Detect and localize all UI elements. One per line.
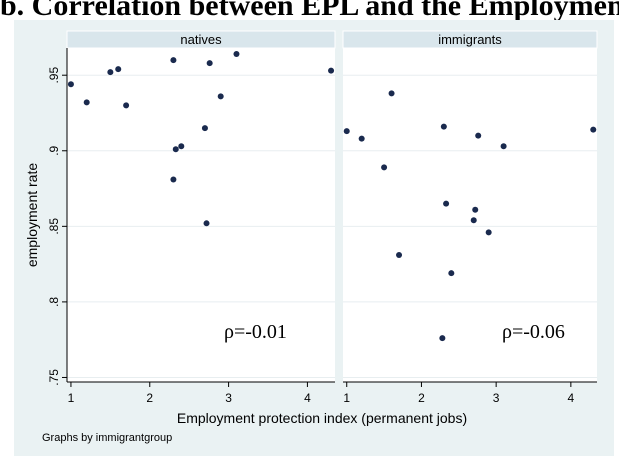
data-point <box>178 143 185 150</box>
chart-title: b. Correlation between EPL and the Emplo… <box>0 0 619 22</box>
data-point <box>115 66 122 73</box>
y-tick-label: .85 <box>47 218 61 235</box>
x-tick-label: 4 <box>304 391 311 405</box>
data-point <box>439 335 446 342</box>
data-point <box>470 217 477 224</box>
x-axis-title: Employment protection index (permanent j… <box>177 410 467 426</box>
data-point <box>201 125 208 132</box>
data-point <box>485 229 492 236</box>
data-point <box>475 132 482 139</box>
y-tick-label: .95 <box>47 67 61 84</box>
data-point <box>396 252 403 259</box>
data-point <box>472 206 479 213</box>
plot-area <box>67 48 335 382</box>
x-tick-label: 1 <box>68 391 75 405</box>
data-point <box>440 123 447 130</box>
y-tick-label: .75 <box>47 369 61 386</box>
data-point <box>206 60 213 67</box>
data-point <box>343 128 350 135</box>
data-point <box>448 270 455 277</box>
data-point <box>172 146 179 153</box>
data-point <box>233 51 240 58</box>
data-point <box>123 102 130 109</box>
panel-header-label: natives <box>180 32 222 47</box>
x-tick-label: 1 <box>343 391 350 405</box>
data-point <box>217 93 224 100</box>
data-point <box>107 69 114 76</box>
data-point <box>500 143 507 150</box>
x-tick-label: 4 <box>568 391 575 405</box>
panel-header-label: immigrants <box>438 32 502 47</box>
data-point <box>358 135 365 142</box>
data-point <box>388 90 395 97</box>
data-point <box>443 200 450 207</box>
correlation-annotation: ρ=-0.01 <box>224 321 287 343</box>
data-point <box>590 126 597 133</box>
data-point <box>203 220 210 227</box>
x-tick-label: 2 <box>418 391 425 405</box>
data-point <box>328 67 335 74</box>
data-point <box>83 99 90 106</box>
y-tick-label: .8 <box>47 297 61 307</box>
y-tick-label: .9 <box>47 145 61 155</box>
correlation-annotation: ρ=-0.06 <box>502 321 565 343</box>
data-point <box>170 176 177 183</box>
graph-note: Graphs by immigrantgroup <box>42 432 172 444</box>
y-axis-title: employment rate <box>24 163 40 267</box>
x-tick-label: 3 <box>493 391 500 405</box>
plot-area <box>343 48 597 382</box>
data-point <box>170 57 177 64</box>
x-tick-label: 2 <box>146 391 153 405</box>
x-tick-label: 3 <box>225 391 232 405</box>
data-point <box>381 164 388 171</box>
data-point <box>67 81 74 88</box>
